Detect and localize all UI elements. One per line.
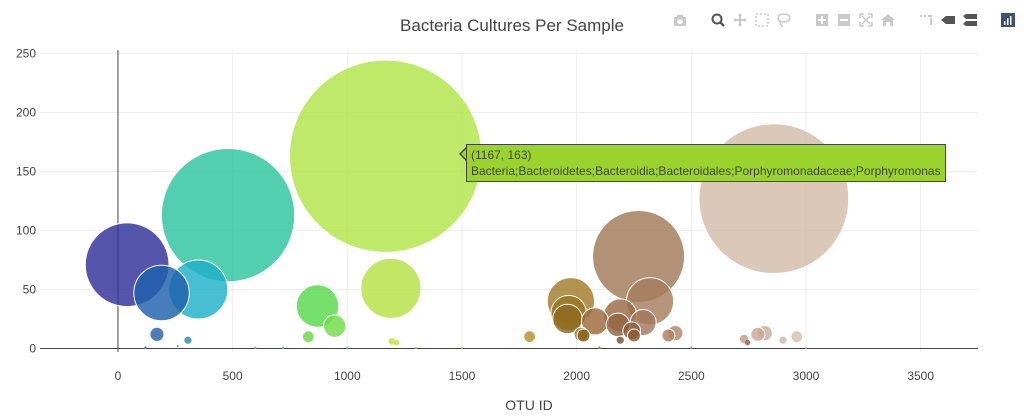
y-tick-label: 150 bbox=[16, 165, 36, 179]
autoscale-button[interactable] bbox=[858, 12, 874, 28]
zoom-in-button[interactable] bbox=[814, 12, 830, 28]
hover-compare-button[interactable] bbox=[962, 12, 978, 28]
bubble-point[interactable] bbox=[322, 314, 347, 338]
reset-axes-button[interactable] bbox=[880, 12, 896, 28]
bubble-point[interactable] bbox=[176, 344, 179, 348]
chart-title: Bacteria Cultures Per Sample bbox=[400, 16, 624, 35]
bubble-point[interactable] bbox=[301, 330, 315, 344]
plotly-logo-icon bbox=[1001, 13, 1015, 27]
bubble-point[interactable] bbox=[790, 330, 804, 344]
bubble-point[interactable] bbox=[627, 328, 641, 343]
bubble-point[interactable] bbox=[149, 326, 165, 342]
y-tick-label: 0 bbox=[29, 341, 36, 355]
bubble-point[interactable] bbox=[144, 345, 147, 349]
bubble-point[interactable] bbox=[744, 339, 751, 346]
zoom-out-button[interactable] bbox=[836, 12, 852, 28]
x-tick-label: 500 bbox=[223, 369, 243, 383]
bubble-point[interactable] bbox=[345, 345, 349, 349]
bubble-point[interactable] bbox=[254, 345, 257, 349]
x-axis-title: OTU ID bbox=[505, 397, 552, 413]
x-tick-label: 2500 bbox=[678, 369, 705, 383]
bubble-point[interactable] bbox=[160, 148, 296, 283]
spike-lines-icon bbox=[920, 15, 932, 25]
plotly-logo-button[interactable] bbox=[1000, 12, 1016, 28]
x-tick-label: 2000 bbox=[563, 369, 590, 383]
zoom-icon bbox=[711, 13, 725, 27]
tooltip-label: Bacteria;Bacteroidetes;Bacteroidia;Bacte… bbox=[471, 164, 941, 178]
camera-button[interactable] bbox=[672, 12, 688, 28]
bubble-point[interactable] bbox=[288, 59, 483, 253]
bubble-point[interactable] bbox=[615, 335, 625, 345]
bubble-point[interactable] bbox=[523, 330, 537, 344]
bubble-point[interactable] bbox=[598, 345, 601, 349]
x-tick-label: 1500 bbox=[449, 369, 476, 383]
bubble-point[interactable] bbox=[689, 345, 693, 349]
pan-icon bbox=[733, 13, 747, 27]
hover-compare-icon bbox=[963, 14, 977, 26]
bubble-point[interactable] bbox=[393, 339, 400, 346]
lasso-select-button[interactable] bbox=[776, 12, 792, 28]
box-select-icon bbox=[755, 13, 769, 27]
camera-icon bbox=[674, 15, 686, 26]
zoom-in-icon bbox=[816, 14, 828, 26]
tooltip-coordinates: (1167, 163) bbox=[471, 148, 532, 162]
bubble-point[interactable] bbox=[183, 335, 193, 345]
bubble-point[interactable] bbox=[360, 257, 422, 319]
bubble-point[interactable] bbox=[661, 328, 676, 343]
box-select-button[interactable] bbox=[754, 12, 770, 28]
tooltip-arrow-fill bbox=[461, 148, 467, 160]
bubble-point[interactable] bbox=[778, 335, 788, 345]
bubble-point[interactable] bbox=[460, 345, 464, 349]
hover-tooltip: (1167, 163) Bacteria;Bacteroidetes;Bacte… bbox=[466, 144, 946, 182]
zoom-out-icon bbox=[838, 14, 850, 26]
y-tick-label: 50 bbox=[23, 282, 37, 296]
zoom-button[interactable] bbox=[710, 12, 726, 28]
modebar bbox=[672, 10, 1016, 30]
bubble-point[interactable] bbox=[133, 264, 190, 322]
hover-closest-button[interactable] bbox=[940, 12, 956, 28]
bubble-point[interactable] bbox=[804, 345, 808, 349]
x-tick-label: 3000 bbox=[793, 369, 820, 383]
bubble-point[interactable] bbox=[576, 328, 591, 343]
x-tick-label: 1000 bbox=[334, 369, 361, 383]
lasso-select-icon bbox=[777, 13, 791, 27]
bubble-point[interactable] bbox=[414, 345, 418, 349]
autoscale-icon bbox=[859, 13, 873, 27]
y-tick-label: 250 bbox=[16, 47, 36, 61]
x-tick-label: 3500 bbox=[907, 369, 934, 383]
x-tick-label: 0 bbox=[115, 369, 122, 383]
y-tick-label: 200 bbox=[16, 106, 36, 120]
hover-closest-icon bbox=[941, 16, 955, 24]
pan-button[interactable] bbox=[732, 12, 748, 28]
spike-lines-button[interactable] bbox=[918, 12, 934, 28]
y-tick-label: 100 bbox=[16, 223, 36, 237]
bubble-point[interactable] bbox=[281, 345, 285, 349]
bubble-point[interactable] bbox=[750, 326, 766, 342]
reset-axes-icon bbox=[881, 14, 895, 26]
